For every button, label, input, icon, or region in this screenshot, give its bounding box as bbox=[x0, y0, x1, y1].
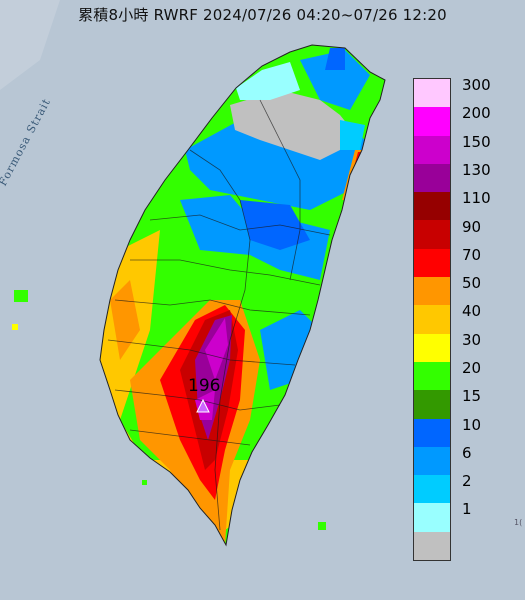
legend-label: 200 bbox=[462, 104, 491, 122]
legend-swatch-90 bbox=[414, 220, 450, 249]
max-value-label: 196 bbox=[188, 376, 221, 396]
legend-swatch-2 bbox=[414, 475, 450, 504]
rainfall-legend bbox=[413, 78, 451, 562]
max-rainfall-marker-icon bbox=[196, 398, 210, 413]
legend-swatch-1 bbox=[414, 503, 450, 532]
legend-swatch-300 bbox=[414, 79, 450, 108]
legend-swatch-10 bbox=[414, 418, 450, 447]
legend-swatch-110 bbox=[414, 192, 450, 221]
legend-swatch-40 bbox=[414, 305, 450, 334]
legend-swatch-no-data bbox=[414, 531, 450, 561]
legend-swatch-130 bbox=[414, 163, 450, 193]
legend-label: 15 bbox=[462, 387, 482, 405]
legend-label: 90 bbox=[462, 218, 482, 236]
edge-fragment-label: 1( bbox=[514, 518, 523, 527]
legend-swatch-15 bbox=[414, 390, 450, 419]
legend-label: 130 bbox=[462, 161, 491, 179]
legend-swatch-6 bbox=[414, 446, 450, 476]
legend-label: 20 bbox=[462, 359, 482, 377]
legend-label: 50 bbox=[462, 274, 482, 292]
legend-swatch-70 bbox=[414, 248, 450, 278]
legend-swatch-150 bbox=[414, 135, 450, 164]
legend-label: 1 bbox=[462, 500, 472, 518]
legend-label: 300 bbox=[462, 76, 491, 94]
legend-swatch-50 bbox=[414, 277, 450, 306]
legend-label: 10 bbox=[462, 416, 482, 434]
legend-swatch-200 bbox=[414, 107, 450, 136]
legend-label: 2 bbox=[462, 472, 472, 490]
legend-label: 30 bbox=[462, 331, 482, 349]
legend-swatch-30 bbox=[414, 333, 450, 362]
legend-label: 110 bbox=[462, 189, 491, 207]
legend-label: 40 bbox=[462, 302, 482, 320]
legend-label: 70 bbox=[462, 246, 482, 264]
legend-label: 6 bbox=[462, 444, 472, 462]
map-title: 累積8小時 RWRF 2024/07/26 04:20~07/26 12:20 bbox=[78, 6, 447, 24]
legend-swatch-20 bbox=[414, 361, 450, 391]
legend-label: 150 bbox=[462, 133, 491, 151]
